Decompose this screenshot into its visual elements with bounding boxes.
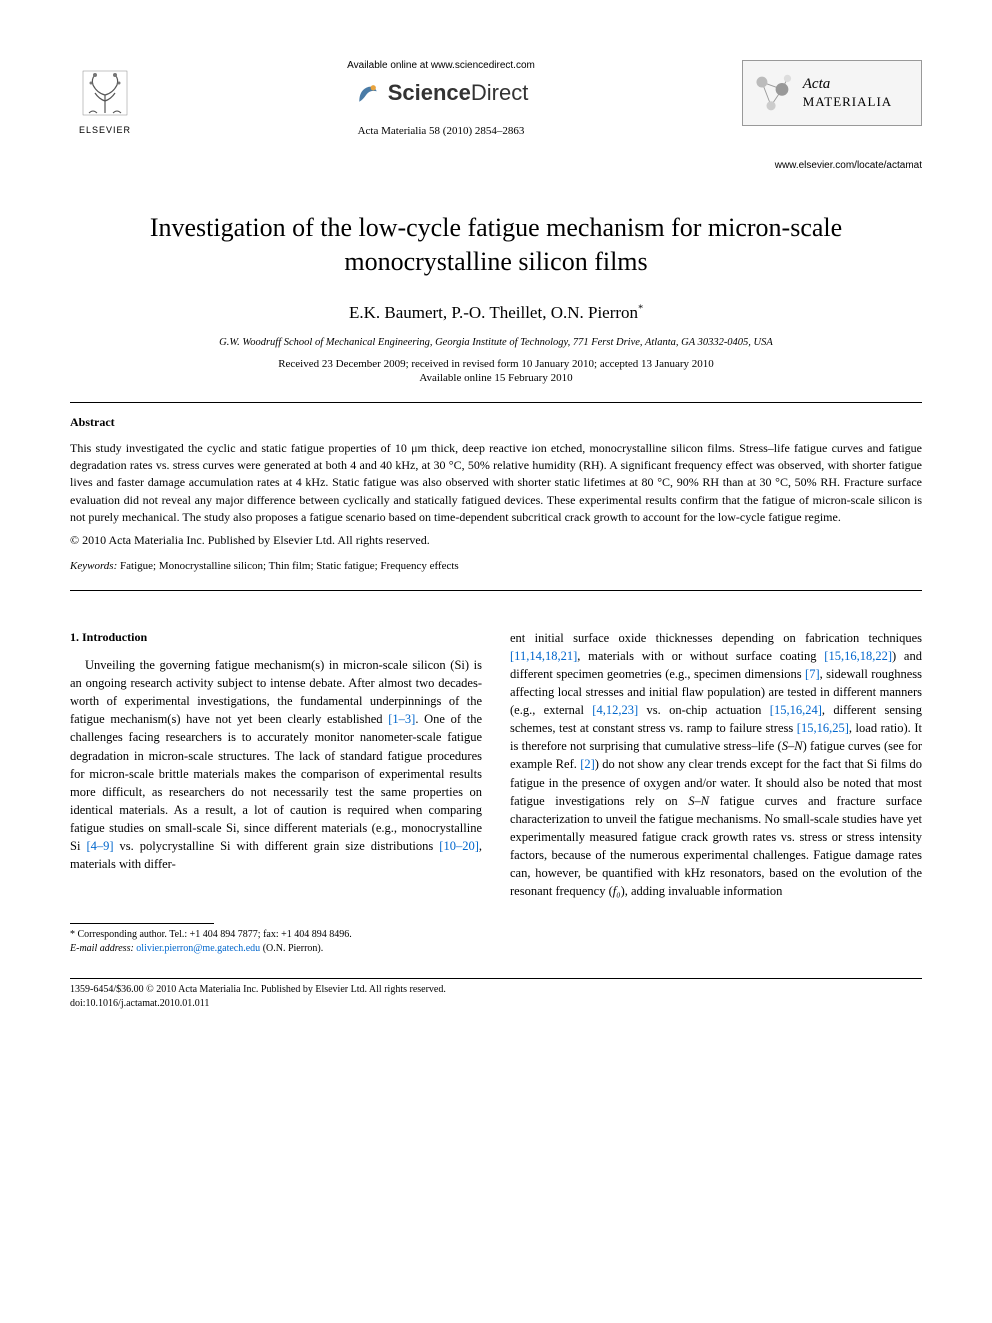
rule-bottom	[70, 590, 922, 591]
intro-paragraph-1: Unveiling the governing fatigue mechanis…	[70, 656, 482, 874]
footer-copyright: 1359-6454/$36.00 © 2010 Acta Materialia …	[70, 983, 922, 997]
abstract-copyright: © 2010 Acta Materialia Inc. Published by…	[70, 533, 922, 548]
corresponding-mark: *	[638, 303, 643, 314]
article-title: Investigation of the low-cycle fatigue m…	[70, 211, 922, 279]
keywords-list: Fatigue; Monocrystalline silicon; Thin f…	[120, 560, 459, 572]
received-dates: Received 23 December 2009; received in r…	[70, 358, 922, 370]
ref-link-1-3[interactable]: [1–3]	[388, 712, 415, 726]
sciencedirect-logo: ScienceDirect	[354, 79, 529, 107]
journal-reference: Acta Materialia 58 (2010) 2854–2863	[160, 125, 722, 137]
acta-block: Acta MATERIALIA	[742, 60, 922, 126]
ref-link-15-22[interactable]: [15,16,18,22]	[824, 649, 892, 663]
elsevier-tree-icon	[77, 65, 133, 121]
keywords: Keywords: Fatigue; Monocrystalline silic…	[70, 560, 922, 572]
page-header: ELSEVIER Available online at www.science…	[70, 60, 922, 140]
ref-link-4-23[interactable]: [4,12,23]	[592, 703, 638, 717]
ref-link-7[interactable]: [7]	[805, 667, 820, 681]
ref-link-11-21[interactable]: [11,14,18,21]	[510, 649, 577, 663]
acta-title: Acta MATERIALIA	[803, 75, 913, 111]
available-date: Available online 15 February 2010	[70, 372, 922, 384]
acta-structure-icon	[751, 69, 795, 117]
abstract-body: This study investigated the cyclic and s…	[70, 440, 922, 527]
center-header: Available online at www.sciencedirect.co…	[140, 60, 742, 137]
sciencedirect-icon	[354, 79, 382, 107]
intro-paragraph-1-cont: ent initial surface oxide thicknesses de…	[510, 629, 922, 901]
authors: E.K. Baumert, P.-O. Theillet, O.N. Pierr…	[70, 303, 922, 323]
ref-link-15-25[interactable]: [15,16,25]	[797, 721, 849, 735]
column-left: 1. Introduction Unveiling the governing …	[70, 629, 482, 957]
ref-link-4-9[interactable]: [4–9]	[86, 839, 113, 853]
footnote-rule	[70, 923, 214, 924]
journal-url[interactable]: www.elsevier.com/locate/actamat	[70, 160, 922, 171]
ref-link-10-20[interactable]: [10–20]	[439, 839, 479, 853]
column-right: ent initial surface oxide thicknesses de…	[510, 629, 922, 957]
sciencedirect-text: ScienceDirect	[388, 80, 529, 106]
elsevier-label: ELSEVIER	[79, 125, 131, 135]
footer-doi: doi:10.1016/j.actamat.2010.01.011	[70, 997, 922, 1011]
abstract-heading: Abstract	[70, 415, 922, 430]
ref-link-2[interactable]: [2]	[580, 757, 595, 771]
footnote-email-line: E-mail address: olivier.pierron@me.gatec…	[70, 942, 482, 956]
affiliation: G.W. Woodruff School of Mechanical Engin…	[70, 337, 922, 348]
email-link[interactable]: olivier.pierron@me.gatech.edu	[136, 943, 260, 954]
body-columns: 1. Introduction Unveiling the governing …	[70, 629, 922, 957]
corresponding-footnote: * Corresponding author. Tel.: +1 404 894…	[70, 928, 482, 956]
available-online-text: Available online at www.sciencedirect.co…	[160, 60, 722, 71]
footer-rule	[70, 978, 922, 979]
elsevier-logo: ELSEVIER	[70, 60, 140, 140]
acta-logo-box: Acta MATERIALIA	[742, 60, 922, 126]
intro-heading: 1. Introduction	[70, 629, 482, 646]
rule-top	[70, 402, 922, 403]
keywords-label: Keywords:	[70, 560, 117, 572]
ref-link-15-24[interactable]: [15,16,24]	[770, 703, 822, 717]
